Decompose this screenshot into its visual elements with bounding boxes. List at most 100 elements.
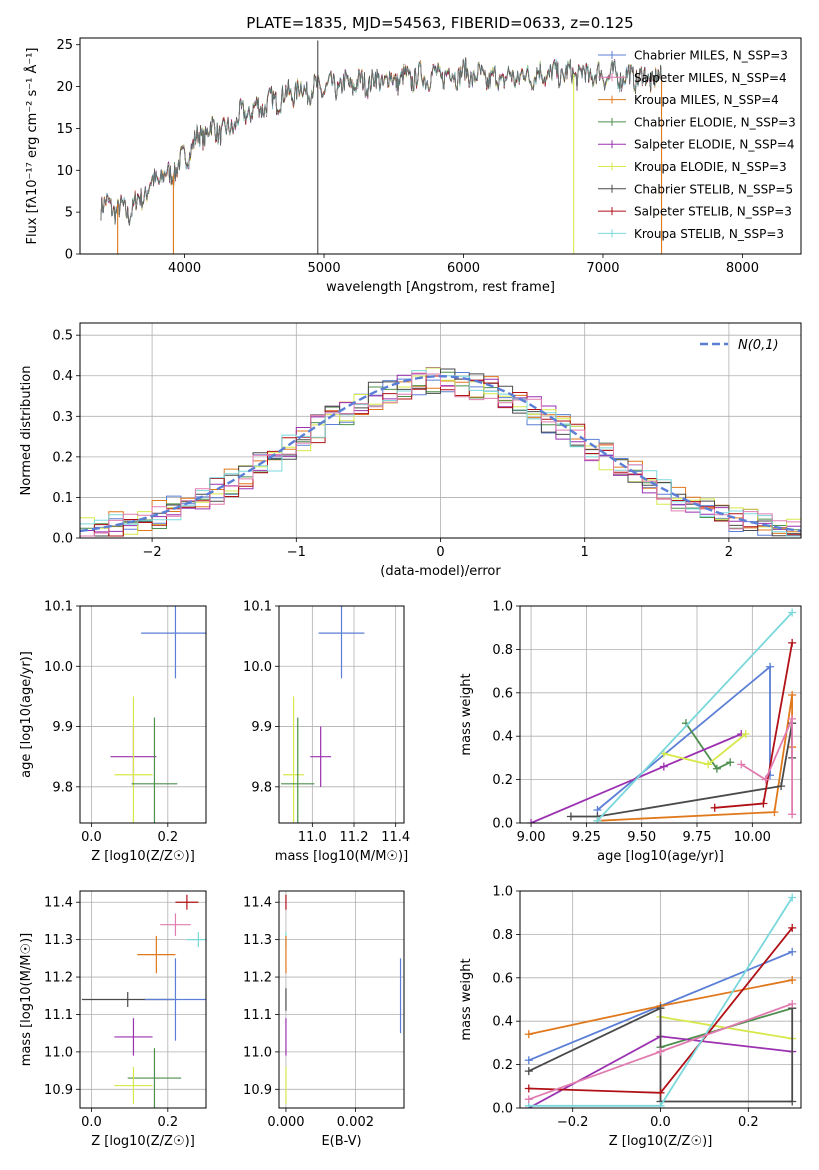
plot-area: [281, 567, 365, 823]
mass-weight-series: [737, 714, 797, 819]
axes-frame: [278, 605, 405, 824]
y-tick-label: 1.0: [492, 600, 513, 615]
x-axis-label: wavelength [Angstrom, rest frame]: [326, 280, 555, 295]
y-tick-label: 11.4: [243, 896, 272, 911]
y-tick-label: 11.0: [44, 1045, 73, 1060]
chart-residual_histogram: −2 −1 0 1 2 0.0 0.1 0.2 0.3 0.4 0.5 (data-model)/er…: [19, 322, 802, 579]
series-marker: [710, 803, 719, 812]
x-axis-label: mass [log10(M/M☉)]: [275, 849, 408, 864]
x-tick-label: −1: [287, 545, 306, 560]
series-marker: [656, 1101, 665, 1108]
y-tick-label: 0.6: [492, 971, 513, 986]
y-tick-label: 0.2: [492, 1058, 513, 1073]
y-tick-label: 0.0: [52, 532, 73, 547]
y-tick-label: 10.0: [243, 660, 272, 675]
y-tick-label: 0.0: [492, 817, 513, 832]
error-bar-point: [127, 1048, 182, 1108]
chart-mass_weight_vs_Z: −0.2 0.0 0.2 0.0 0.2 0.4 0.6 0.8 1.0 Z [log10(Z/Z…: [459, 885, 802, 1149]
y-tick-label: 11.0: [243, 1045, 272, 1060]
axes-frame: [519, 890, 802, 1109]
chart-age_vs_mass: 11.0 11.2 11.4 9.8 9.9 10.0 10.1 mass [log10(M/…: [243, 567, 410, 865]
mass-weight-series: [566, 719, 797, 821]
series-line: [740, 718, 793, 815]
series-marker: [741, 730, 750, 739]
mass-weight-series: [593, 690, 797, 823]
plot-area: [100, 40, 663, 254]
x-tick-label: 0.000: [267, 1115, 304, 1130]
series-line: [596, 611, 793, 822]
series-marker: [766, 662, 775, 671]
series-marker: [788, 810, 797, 819]
y-tick-label: 0.8: [492, 643, 513, 658]
legend-label: Chabrier ELODIE, N_SSP=3: [634, 115, 796, 129]
series-marker: [656, 1047, 665, 1056]
error-bar-point: [281, 717, 315, 823]
y-tick-label: 0.1: [52, 491, 73, 506]
series-marker: [788, 638, 797, 647]
x-tick-label: 1: [581, 545, 589, 560]
series-marker: [524, 1056, 533, 1065]
y-tick-label: 25: [56, 38, 73, 53]
plot-area: [285, 894, 402, 1105]
y-tick-label: 11.1: [243, 1008, 272, 1023]
mass-weight-series: [710, 638, 797, 812]
y-tick-label: 11.2: [243, 971, 272, 986]
error-bar-point: [160, 913, 191, 936]
series-marker: [788, 999, 797, 1008]
y-tick-label: 10: [56, 164, 73, 179]
y-tick-label: 1.0: [492, 885, 513, 900]
figure-title: PLATE=1835, MJD=54563, FIBERID=0633, z=0…: [246, 14, 633, 32]
series-marker: [759, 799, 768, 808]
series-marker: [788, 608, 797, 617]
y-tick-label: 11.1: [44, 1008, 73, 1023]
x-tick-label: 9.00: [517, 830, 546, 845]
mass-weight-series: [524, 923, 797, 1097]
y-tick-label: 0: [65, 248, 73, 263]
legend-label: Salpeter ELODIE, N_SSP=4: [634, 138, 795, 152]
y-tick-label: 0.0: [492, 1102, 513, 1117]
chart-mass_vs_ebv: 0.000 0.002 10.9 11.0 11.1 11.2 11.3 11.4 E(B-V): [243, 890, 405, 1149]
legend-label: Chabrier MILES, N_SSP=3: [634, 49, 788, 63]
y-axis-label: mass weight: [459, 958, 474, 1040]
y-tick-label: 10.1: [243, 600, 272, 615]
y-tick-label: 0.3: [52, 410, 73, 425]
y-axis-label: mass [log10(M/M☉)]: [19, 933, 34, 1066]
error-bar-point: [168, 564, 206, 588]
axes-frame: [79, 37, 802, 255]
y-tick-label: 0.8: [492, 928, 513, 943]
x-tick-label: 0.2: [738, 1115, 759, 1130]
legend-label: Kroupa MILES, N_SSP=4: [634, 93, 779, 107]
series-marker: [770, 808, 779, 817]
error-bar-point: [144, 958, 206, 1041]
error-bar-point: [310, 726, 332, 787]
x-tick-label: 2: [725, 545, 733, 560]
y-tick-label: 5: [65, 206, 73, 221]
y-tick-label: 0.2: [52, 450, 73, 465]
axes-frame: [79, 322, 802, 539]
y-tick-label: 0.4: [52, 369, 73, 384]
error-bar-point: [318, 606, 365, 679]
x-tick-label: 8000: [726, 261, 759, 276]
error-bar-point: [137, 935, 176, 974]
y-tick-label: 9.9: [52, 720, 73, 735]
error-bar-point: [337, 567, 345, 585]
series-line: [570, 723, 793, 818]
x-tick-label: 9.75: [683, 830, 712, 845]
x-tick-label: 0.0: [650, 1115, 671, 1130]
series-marker: [656, 1004, 665, 1013]
x-tick-label: 7000: [586, 261, 619, 276]
series-marker: [788, 714, 797, 723]
series-marker: [788, 975, 797, 984]
y-tick-label: 9.9: [251, 720, 272, 735]
y-tick-label: 20: [56, 80, 73, 95]
series-marker: [712, 764, 721, 773]
x-axis-label: Z [log10(Z/Z☉)]: [91, 849, 195, 864]
legend: N(0,1): [700, 338, 779, 353]
error-bar-point: [141, 606, 206, 679]
y-tick-label: 11.3: [243, 933, 272, 948]
series-marker: [788, 947, 797, 956]
x-tick-label: 5000: [308, 261, 341, 276]
y-tick-label: 10.1: [44, 600, 73, 615]
y-tick-label: 15: [56, 122, 73, 137]
